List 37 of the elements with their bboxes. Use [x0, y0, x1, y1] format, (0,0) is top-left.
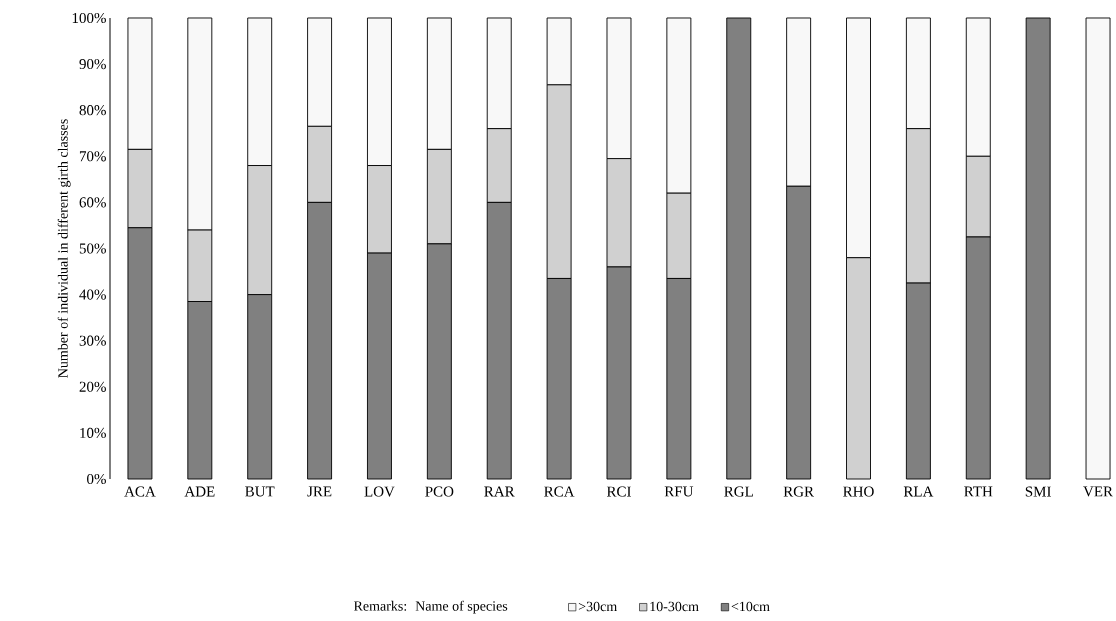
y-tick-label: 20% — [79, 381, 106, 392]
bar — [726, 17, 752, 480]
x-tick-label: JRE — [307, 486, 332, 497]
x-tick-label: RLA — [903, 486, 934, 497]
text: Remarks: — [353, 600, 407, 611]
y-tick-label: 90% — [79, 59, 106, 70]
x-tick-label: ACA — [124, 486, 156, 497]
legend-label: <10cm — [731, 601, 770, 612]
bar — [1025, 17, 1051, 480]
text: Name of species — [415, 600, 508, 614]
y-tick-label: 80% — [79, 105, 106, 116]
legend-label: 10-30cm — [650, 601, 699, 612]
y-tick-label: 60% — [79, 197, 106, 208]
x-tick-label: RTH — [964, 486, 993, 497]
x-tick-label: RFU — [664, 486, 694, 497]
x-tick-label: RCA — [544, 486, 575, 497]
y-tick-label: 100% — [72, 12, 106, 24]
x-tick-label: BUT — [245, 486, 275, 497]
y-tick-label: 40% — [79, 289, 106, 300]
x-tick-label: VER — [1083, 486, 1113, 497]
y-axis-title: Number of individual in different girth classes — [57, 119, 71, 378]
x-tick-label: RGR — [783, 486, 815, 497]
x-tick-label: RGL — [724, 486, 753, 497]
bar — [1085, 17, 1111, 480]
y-tick-label: 10% — [80, 427, 106, 438]
y-tick-label: 50% — [79, 243, 106, 254]
x-tick-label: RAR — [484, 486, 515, 497]
y-tick-label: 30% — [79, 335, 106, 346]
x-tick-label: RCI — [606, 486, 631, 497]
x-tick-label: PCO — [425, 486, 454, 497]
x-tick-label: ADE — [184, 486, 215, 497]
x-tick-label: SMI — [1025, 486, 1051, 497]
y-tick-label: 0% — [87, 473, 106, 485]
legend-label: >30cm — [578, 601, 617, 612]
x-tick-label: RHO — [843, 486, 874, 497]
x-tick-label: LOV — [364, 486, 395, 497]
y-tick-label: 70% — [79, 151, 106, 162]
